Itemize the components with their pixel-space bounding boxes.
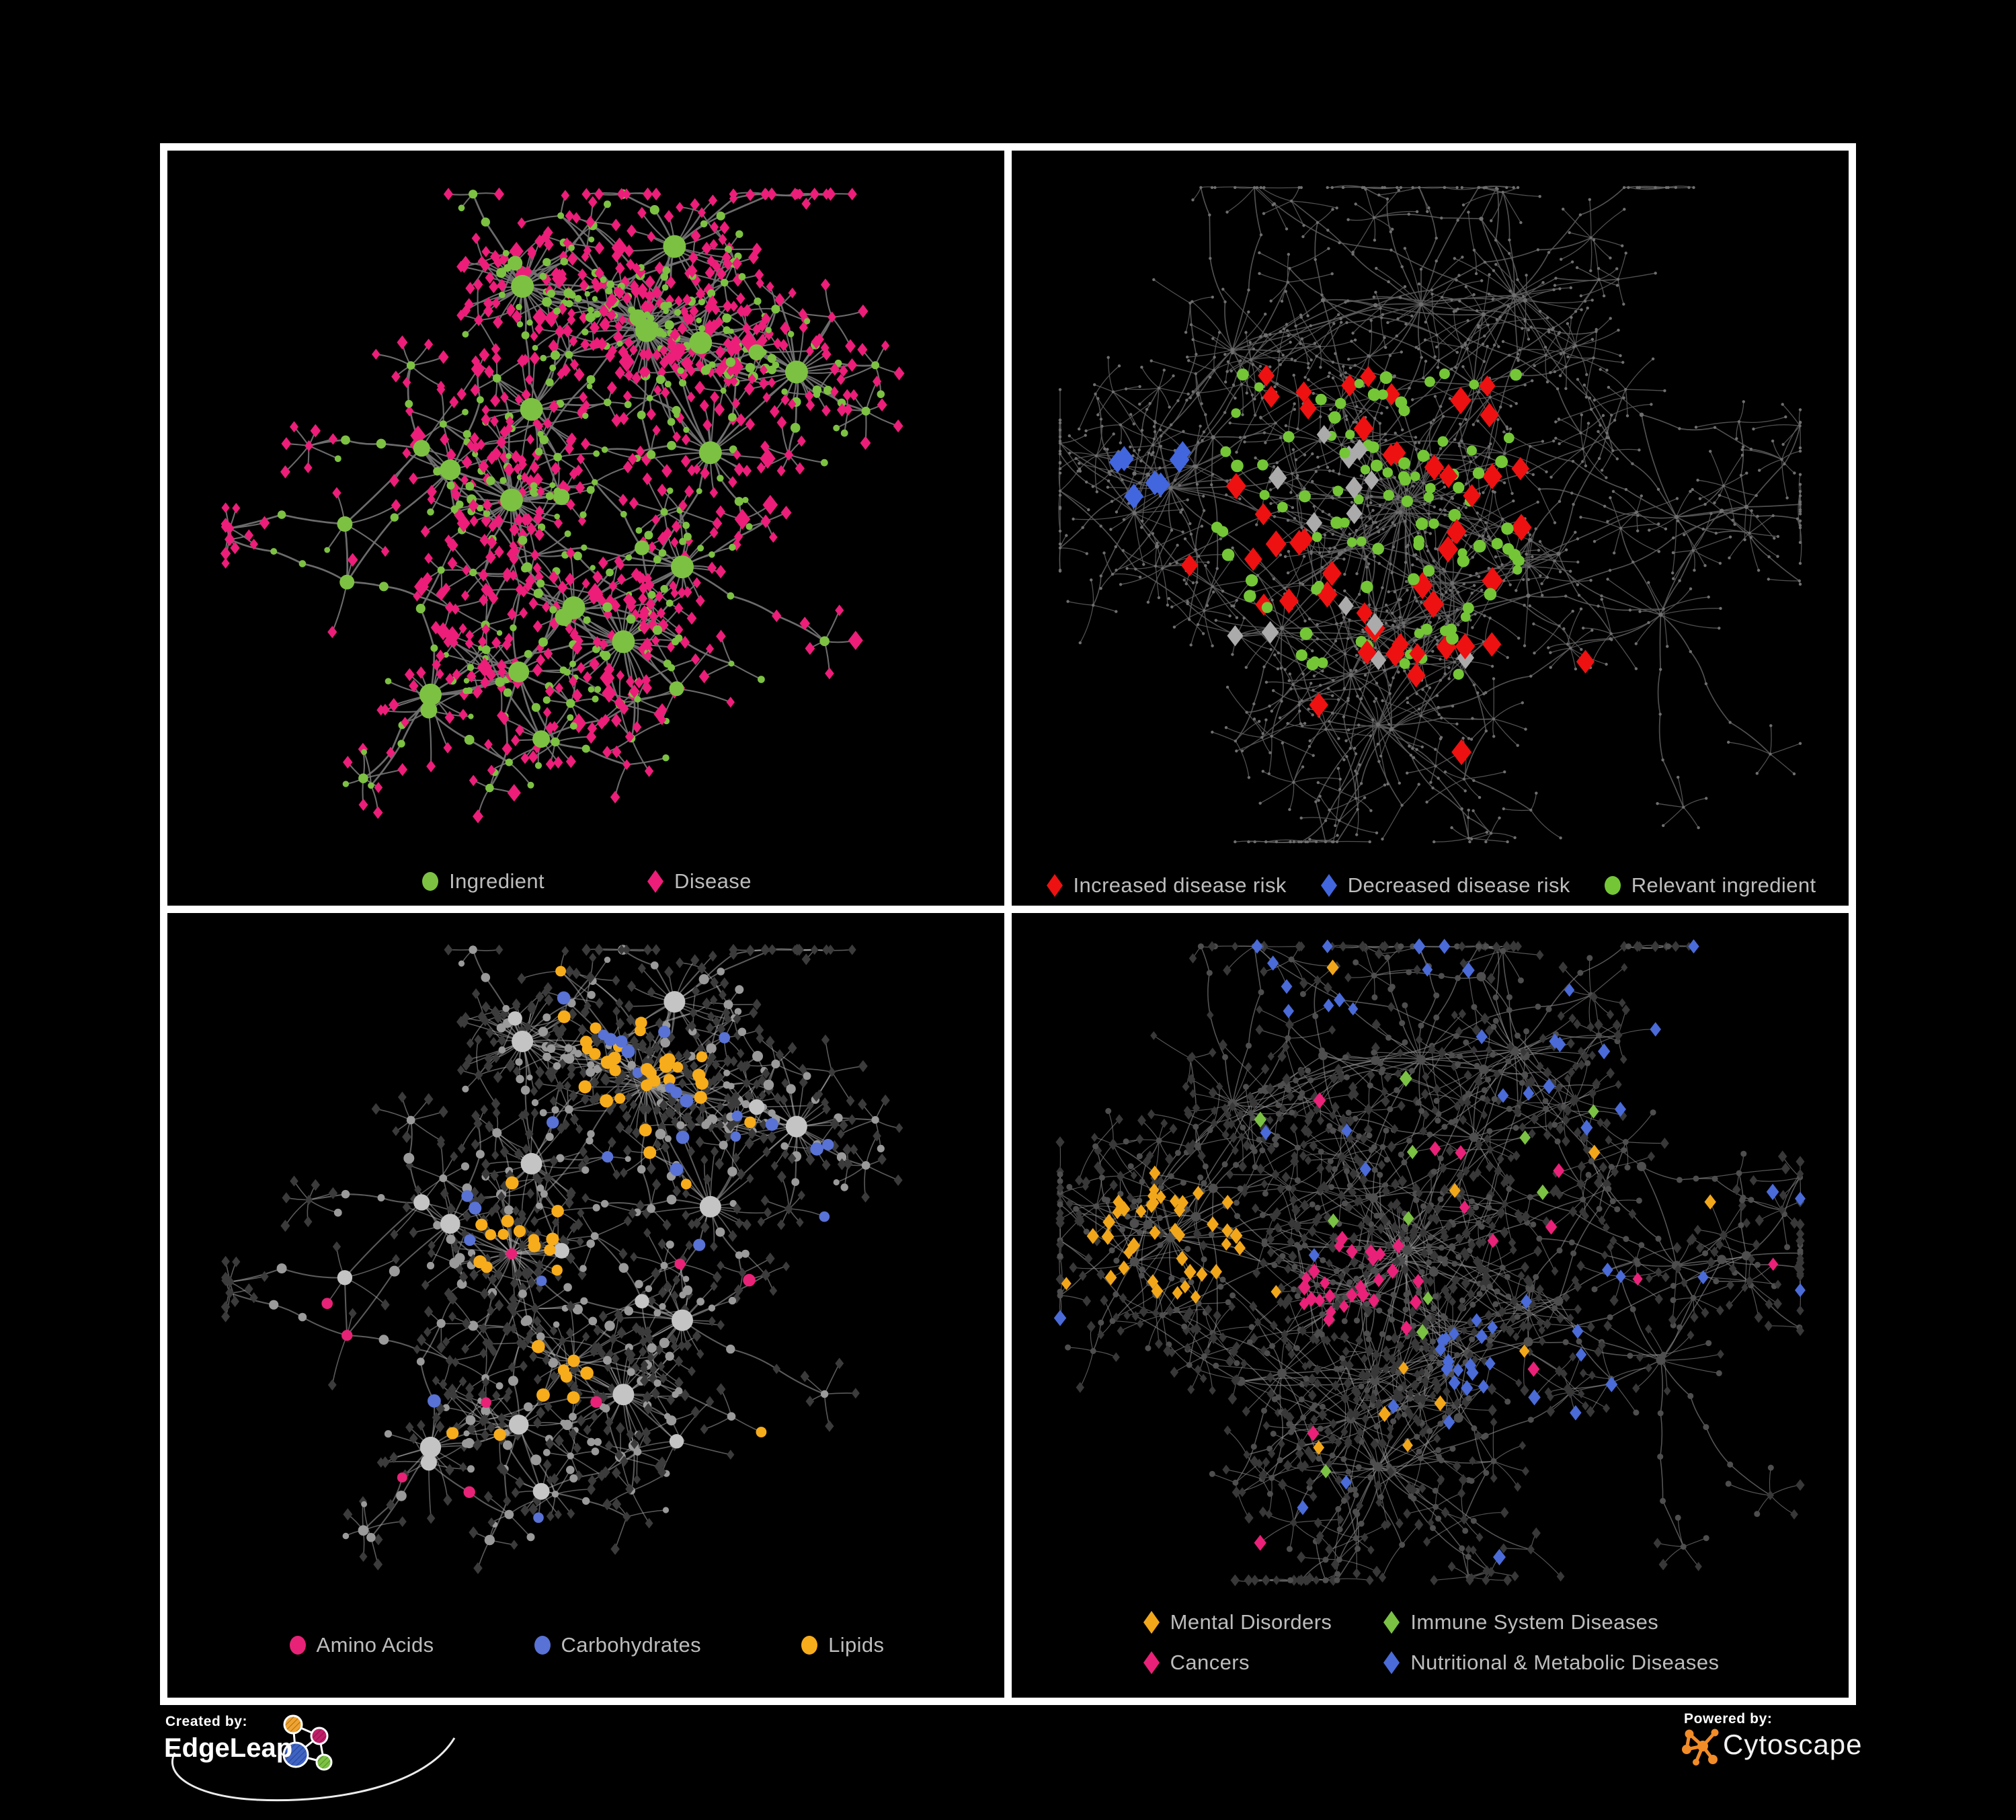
legend-disease-risk: Increased disease risk Decreased disease…	[1012, 872, 1849, 899]
legend-label: Ingredient	[449, 869, 545, 893]
legend-label: Nutritional & Metabolic Diseases	[1410, 1651, 1720, 1674]
legend-item-disease: Disease	[645, 868, 752, 895]
network-graph-macronutrients	[220, 943, 903, 1575]
cytoscape-logo-icon	[1682, 1729, 1719, 1766]
legend-item-lipids: Lipids	[799, 1633, 884, 1657]
powered-by-label: Powered by:	[1684, 1711, 1773, 1727]
legend-item-nutritional-metabolic: Nutritional & Metabolic Diseases	[1381, 1649, 1719, 1676]
created-by-label: Created by:	[165, 1714, 248, 1729]
legend-label: Decreased disease risk	[1347, 873, 1570, 897]
legend-label: Disease	[674, 869, 752, 893]
legend-label: Increased disease risk	[1073, 873, 1287, 897]
edgeleap-branding: Created by: EdgeLeap	[164, 1714, 480, 1820]
legend-label: Carbohydrates	[561, 1633, 702, 1657]
amino-acids-ellipse-icon	[289, 1636, 306, 1655]
immune-system-diseases-diamond-icon	[1383, 1611, 1400, 1634]
cancers-diamond-icon	[1143, 1651, 1160, 1674]
panel-disease-risk: Increased disease risk Decreased disease…	[1012, 151, 1849, 906]
legend-item-ingredient: Ingredient	[420, 869, 545, 894]
ingredient-ellipse-icon	[422, 872, 439, 891]
legend-label: Immune System Diseases	[1410, 1610, 1659, 1634]
decreased-risk-diamond-icon	[1320, 874, 1337, 897]
legend-item-amino-acids: Amino Acids	[288, 1633, 434, 1657]
legend-label: Relevant ingredient	[1631, 873, 1816, 897]
panel-macronutrients: Amino Acids Carbohydrates Lipids	[167, 913, 1004, 1698]
legend-label: Amino Acids	[316, 1633, 434, 1657]
network-graph-ingredient-disease	[220, 187, 905, 824]
disease-diamond-icon	[647, 870, 664, 893]
legend-item-cancers: Cancers	[1141, 1649, 1332, 1676]
legend-label: Cancers	[1170, 1651, 1250, 1674]
cytoscape-wordmark: Cytoscape	[1723, 1729, 1863, 1760]
legend-disease-categories: Mental Disorders Immune System Diseases …	[1012, 1609, 1849, 1676]
legend-item-mental-disorders: Mental Disorders	[1141, 1609, 1332, 1636]
edgeleap-wordmark: EdgeLeap	[164, 1733, 293, 1763]
lipids-ellipse-icon	[801, 1636, 818, 1655]
legend-macronutrients: Amino Acids Carbohydrates Lipids	[167, 1633, 1004, 1657]
panel-grid: Ingredient Disease Increased disease ris…	[160, 143, 1856, 1705]
legend-item-decreased-risk: Decreased disease risk	[1319, 872, 1570, 899]
relevant-ingredient-ellipse-icon	[1604, 876, 1621, 895]
increased-risk-diamond-icon	[1046, 874, 1063, 897]
nutritional-metabolic-diamond-icon	[1383, 1651, 1400, 1674]
panel-ingredient-disease: Ingredient Disease	[167, 151, 1004, 906]
legend-label: Mental Disorders	[1170, 1610, 1332, 1634]
legend-item-carbohydrates: Carbohydrates	[532, 1633, 702, 1657]
edgeleap-logo-icon	[171, 1714, 456, 1802]
panel-disease-categories: Mental Disorders Immune System Diseases …	[1012, 913, 1849, 1698]
cytoscape-branding: Powered by: Cytoscape	[1682, 1711, 1966, 1798]
legend-item-immune-system-diseases: Immune System Diseases	[1381, 1609, 1719, 1636]
legend-item-increased-risk: Increased disease risk	[1045, 872, 1287, 899]
legend-label: Lipids	[828, 1633, 885, 1657]
legend-ingredient-disease: Ingredient Disease	[167, 868, 1004, 895]
legend-item-relevant-ingredient: Relevant ingredient	[1603, 873, 1816, 898]
carbohydrates-ellipse-icon	[534, 1636, 551, 1655]
network-graph-disease-risk	[1058, 185, 1802, 844]
network-graph-disease-categories	[1053, 938, 1806, 1587]
mental-disorders-diamond-icon	[1143, 1611, 1160, 1634]
